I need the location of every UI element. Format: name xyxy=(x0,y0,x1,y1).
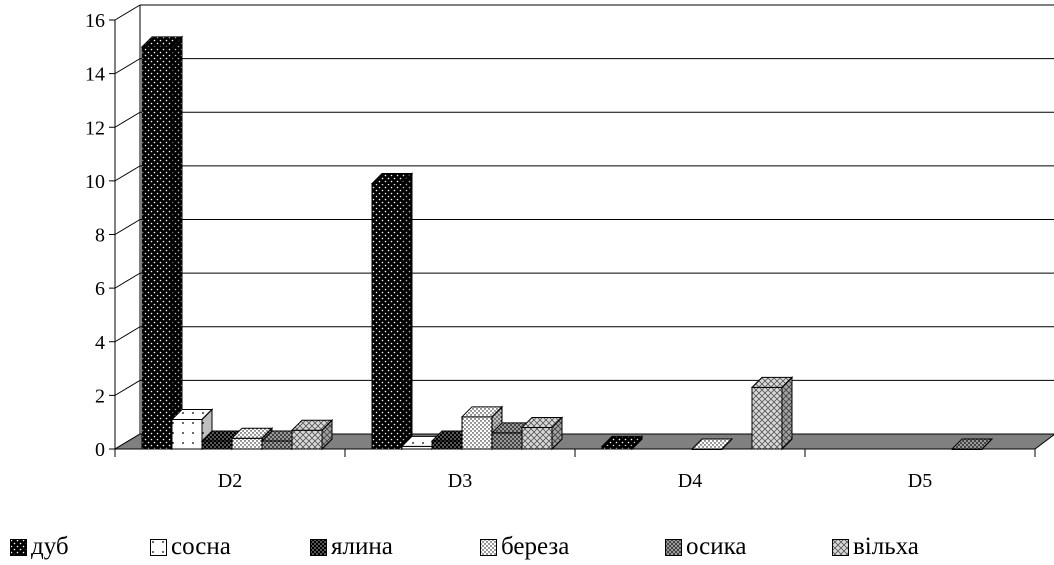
legend-label: дуб xyxy=(31,533,69,560)
y-tick-label: 16 xyxy=(85,10,105,32)
y-tick-label: 0 xyxy=(95,439,105,461)
legend-label: осика xyxy=(686,533,747,560)
bar xyxy=(690,438,734,450)
y-tick-label: 4 xyxy=(95,332,105,354)
bar-chart: 0 2 4 6 8 10 12 14 16 D2 D3 D4 D5 xyxy=(85,4,1054,492)
y-tick-label: 14 xyxy=(85,64,105,86)
gridline-side xyxy=(114,326,141,343)
axis-labels: 0 2 4 6 8 10 12 14 16 D2 D3 D4 D5 xyxy=(85,10,932,492)
gridline-side xyxy=(114,58,141,75)
bar xyxy=(750,376,794,451)
gridline-side xyxy=(114,219,141,235)
axes xyxy=(109,19,1036,457)
gridline-side xyxy=(114,379,141,396)
y-tick-label: 8 xyxy=(95,225,105,247)
legend-item: дуб xyxy=(10,533,69,561)
x-category-label: D5 xyxy=(908,470,932,492)
legend-swatch xyxy=(665,538,682,556)
legend-item: осика xyxy=(665,533,746,561)
bar xyxy=(370,172,414,451)
x-category-label: D3 xyxy=(448,470,472,492)
y-tick-label: 10 xyxy=(85,171,105,193)
legend-item: вільха xyxy=(832,533,919,561)
bars xyxy=(140,35,994,451)
x-category-label: D4 xyxy=(678,470,702,492)
legend-item: ялина xyxy=(310,533,393,561)
legend-swatch xyxy=(480,538,497,556)
legend-swatch xyxy=(10,538,27,556)
gridline-side xyxy=(114,165,141,182)
bar xyxy=(140,35,184,451)
legend-item: береза xyxy=(480,533,569,561)
y-tick-label: 2 xyxy=(95,385,105,407)
bar xyxy=(600,435,644,451)
legend-label: ялина xyxy=(331,533,393,560)
bar xyxy=(290,419,334,451)
y-tick-label: 6 xyxy=(95,278,105,300)
legend-swatch xyxy=(310,538,327,556)
gridline-side xyxy=(114,111,141,128)
bar xyxy=(950,438,994,450)
legend-item: сосна xyxy=(150,533,231,561)
legend-swatch xyxy=(150,538,167,556)
legend-label: сосна xyxy=(171,533,231,560)
gridline-side xyxy=(114,4,141,21)
legend-label: вільха xyxy=(853,533,919,560)
legend-swatch xyxy=(832,538,849,556)
x-category-label: D2 xyxy=(218,470,242,492)
y-tick-label: 12 xyxy=(85,117,105,139)
legend-label: береза xyxy=(501,533,570,560)
gridlines xyxy=(114,4,1054,450)
bar xyxy=(520,416,564,451)
gridline-side xyxy=(114,272,141,289)
